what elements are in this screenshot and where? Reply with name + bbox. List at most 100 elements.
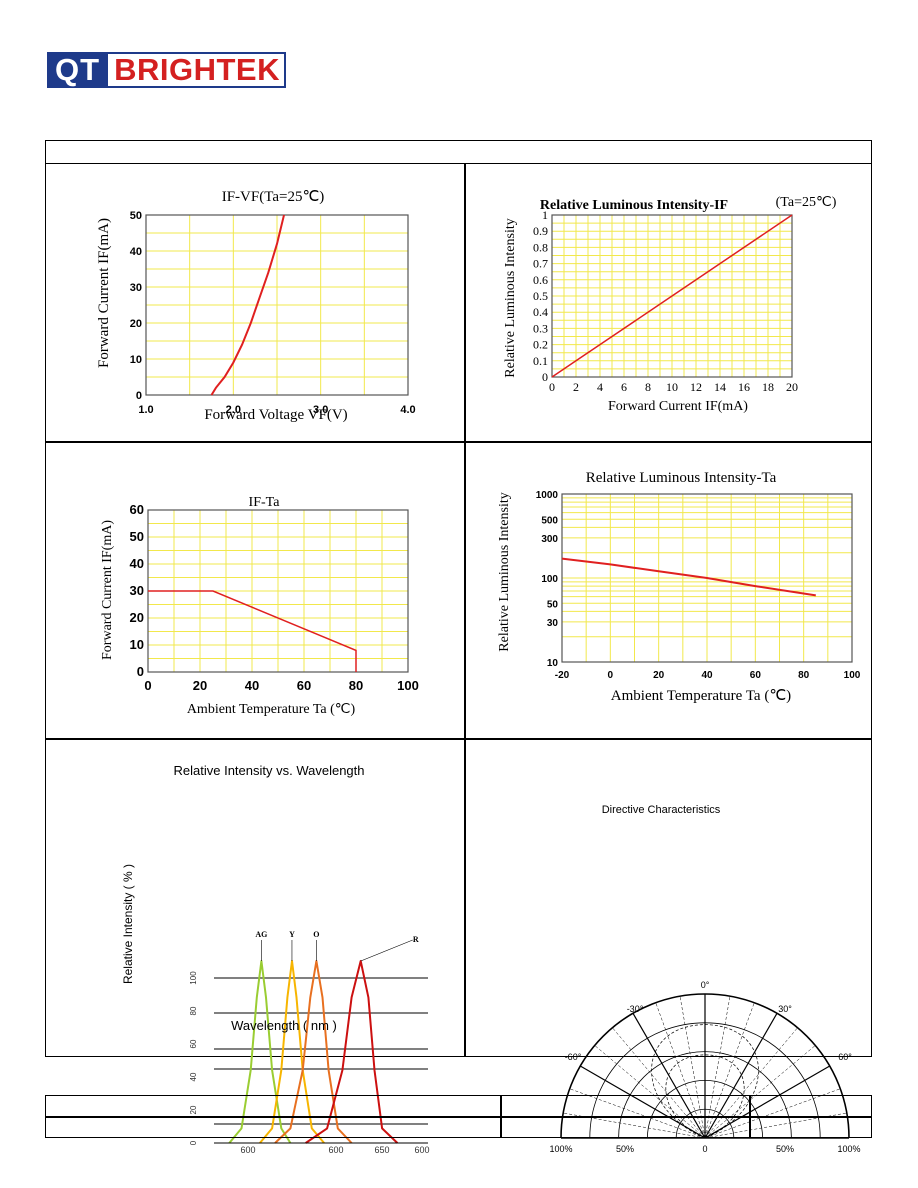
chart-intensity-if: Relative Luminous Intensity-IF (Ta=25℃) … [466,163,873,441]
plot-area: 0 20 40 60 80 100 0 10 20 30 40 50 60 [130,502,419,693]
x-tick-label: 0 [144,678,151,693]
y-tick-label: 0 [136,390,142,402]
y-tick-label: 1 [542,208,548,222]
logo-qt: QT [47,52,109,88]
characteristics-frame: IF-VF(Ta=25℃) 1.0 2.0 3.0 4.0 0 10 20 30 40 50 Fo… [45,140,873,1155]
x-tick-label: 8 [645,380,651,394]
x-tick-label: 6 [621,380,627,394]
series-line [148,590,357,672]
y-tick-label: 20 [189,1105,198,1114]
x-tick-label: 12 [690,380,702,394]
chart-wavelength-svg: Relative Intensity vs. Wavelength 600 600… [121,763,430,1155]
radial-label: 50% [776,1144,794,1154]
y-tick-label: 40 [189,1072,198,1081]
x-tick-label: 2.0 [226,404,241,416]
radial-label: 50% [616,1144,634,1154]
y-tick-label: 10 [130,637,144,652]
x-axis-label: Ambient Temperature Ta (℃) [611,688,791,704]
footer-table [45,1095,872,1138]
y-tick-label: 0.7 [533,257,548,271]
y-tick-label: 30 [547,618,559,629]
y-tick-label: 10 [547,658,559,669]
radial-label: 100% [837,1144,860,1154]
x-tick-label: 0 [608,670,614,681]
series-line [210,214,285,396]
series-label: R [413,935,419,944]
angle-label: -30° [627,1004,644,1014]
x-tick-label: 60 [297,678,311,693]
y-tick-label: 30 [130,583,144,598]
chart-directive: Directive Characteristics 0° -30° 30° -60° 6… [466,739,873,1154]
frame-header [46,141,871,164]
y-axis-label: Relative Intensity ( % ) [121,864,135,984]
series-label: Y [289,930,295,939]
x-axis-label: Forward Voltage VF(V) [204,407,347,423]
chart-directive-svg: Directive Characteristics 0° -30° 30° -60° 6… [549,804,860,1154]
y-tick-label: 20 [130,318,142,330]
y-tick-label: 100 [541,574,558,585]
y-tick-label: 50 [130,210,142,222]
series-leader [360,939,413,962]
polar-spoke [594,1045,706,1139]
chart-title: IF-Ta [249,495,281,510]
plot-frame [551,214,793,378]
x-tick-label: 2 [573,380,579,394]
x-tick-label: 20 [653,670,665,681]
x-tick-label: 40 [245,678,259,693]
y-tick-label: 60 [189,1039,198,1048]
polar-spoke [569,1088,706,1139]
column-divider [464,163,466,1056]
radial-label: 0 [702,1144,707,1154]
y-tick-label: 0.3 [533,321,548,335]
y-tick-label: 30 [130,282,142,294]
row-divider-1 [46,441,871,443]
y-tick-label: 0.6 [533,273,548,287]
chart-intensity-if-svg: Relative Luminous Intensity-IF (Ta=25℃) … [503,195,837,414]
series-line [561,557,816,597]
plot-area: -20 0 20 40 60 80 100 10 30 50 100 300 500 1000 [536,490,861,681]
plot-frame [145,214,409,396]
chart-intensity-ta-svg: Relative Luminous Intensity-Ta -20 0 20 40 6… [497,470,861,704]
x-axis-label: Ambient Temperature Ta (℃) [187,702,356,717]
y-tick-label: 40 [130,556,144,571]
logo-brightek: BRIGHTEK [108,52,286,88]
x-tick-label: 10 [666,380,678,394]
x-axis-label: Forward Current IF(mA) [608,399,748,414]
chart-if-ta: IF-Ta 0 20 40 60 80 100 0 10 20 30 40 50 60 Ambient … [46,442,464,738]
x-tick-label: 20 [193,678,207,693]
chart-title: Relative Luminous Intensity-Ta [586,470,777,486]
y-axis-label: Relative Luminous Intensity [497,492,512,651]
radial-label: 100% [549,1144,572,1154]
y-axis-label: Forward Current IF(mA) [96,218,112,368]
x-tick-label: 20 [786,380,798,394]
y-tick-label: 0.5 [533,289,548,303]
chart-if-vf: IF-VF(Ta=25℃) 1.0 2.0 3.0 4.0 0 10 20 30 40 50 Fo… [46,163,464,441]
y-tick-label: 1000 [536,490,559,501]
x-tick-label: 4.0 [400,404,415,416]
x-tick-label: 100 [397,678,419,693]
y-tick-label: 0.8 [533,240,548,254]
y-tick-label: 0 [542,370,548,384]
y-tick-label: 0 [189,1140,198,1145]
y-tick-label: 100 [189,971,198,985]
plot-area: 600 600 650 600 0 20 40 60 80 100 AG Y O R [189,930,430,1155]
y-tick-label: 0.2 [533,338,548,352]
chart-title: Directive Characteristics [602,804,721,816]
angle-label: 60° [838,1052,852,1062]
chart-title: Relative Luminous Intensity-IF [540,198,728,213]
angle-label: -60° [565,1052,582,1062]
y-tick-label: 40 [130,246,142,258]
y-tick-label: 10 [130,354,142,366]
x-tick-label: 600 [414,1145,429,1155]
chart-subtitle: (Ta=25℃) [776,195,837,210]
x-tick-label: 600 [240,1145,255,1155]
polar-spoke [579,1065,706,1139]
x-tick-label: -20 [555,670,570,681]
y-tick-label: 0.1 [533,354,548,368]
y-axis-label: Forward Current IF(mA) [100,520,115,660]
x-tick-label: 600 [328,1145,343,1155]
polar-spoke [704,1027,798,1139]
x-axis-label: Wavelength ( nm ) [231,1018,337,1033]
polar-spoke [704,996,731,1139]
y-tick-label: 50 [130,529,144,544]
